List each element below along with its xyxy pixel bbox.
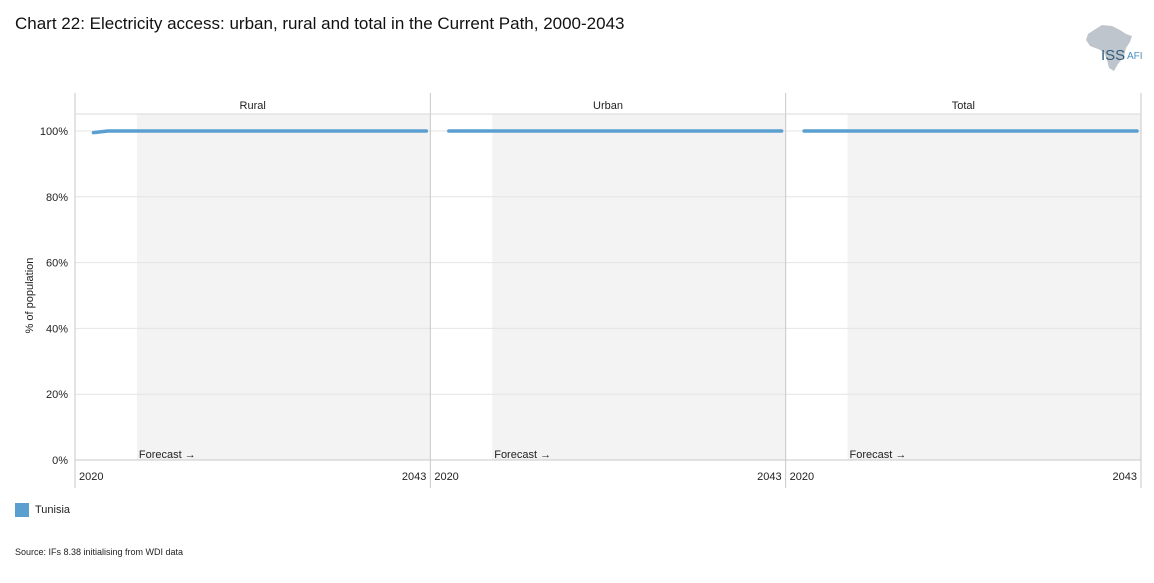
x-tick-label: 2043 [757, 471, 781, 483]
x-tick-label: 2020 [434, 471, 458, 483]
iss-afi-logo: ISS AFI [1086, 25, 1143, 71]
panel-header [75, 93, 431, 114]
y-tick-label: 60% [46, 258, 68, 270]
x-tick-label: 2020 [79, 471, 103, 483]
y-tick-label: 100% [40, 126, 68, 138]
forecast-label: Forecast → [139, 449, 196, 461]
source-note: Source: IFs 8.38 initialising from WDI d… [15, 547, 184, 557]
logo-text-main: ISS [1101, 47, 1125, 64]
panel-header [785, 93, 1141, 114]
y-tick-label: 20% [46, 389, 68, 401]
forecast-label: Forecast → [850, 449, 907, 461]
africa-map-icon [1086, 25, 1132, 71]
x-tick-label: 2043 [1113, 471, 1137, 483]
legend-label: Tunisia [35, 504, 71, 516]
logo-text-sub: AFI [1127, 51, 1143, 62]
series-line-tunisia [91, 129, 429, 135]
forecast-label: Forecast → [494, 449, 551, 461]
forecast-shade [492, 114, 786, 460]
panel-title: Urban [593, 100, 623, 112]
legend-swatch [15, 503, 29, 517]
forecast-shade [847, 114, 1141, 460]
y-tick-label: 80% [46, 192, 68, 204]
y-tick-label: 40% [46, 323, 68, 335]
y-tick-label: 0% [52, 455, 68, 467]
legend: Tunisia [15, 503, 70, 517]
x-tick-label: 2020 [790, 471, 814, 483]
chart-title: Chart 22: Electricity access: urban, rur… [15, 14, 625, 33]
x-tick-label: 2043 [402, 471, 426, 483]
y-axis-title: % of population [24, 258, 36, 334]
panel-title: Total [952, 100, 975, 112]
forecast-shade [136, 114, 431, 460]
panel-title: Rural [240, 100, 266, 112]
panel-header [430, 93, 786, 114]
